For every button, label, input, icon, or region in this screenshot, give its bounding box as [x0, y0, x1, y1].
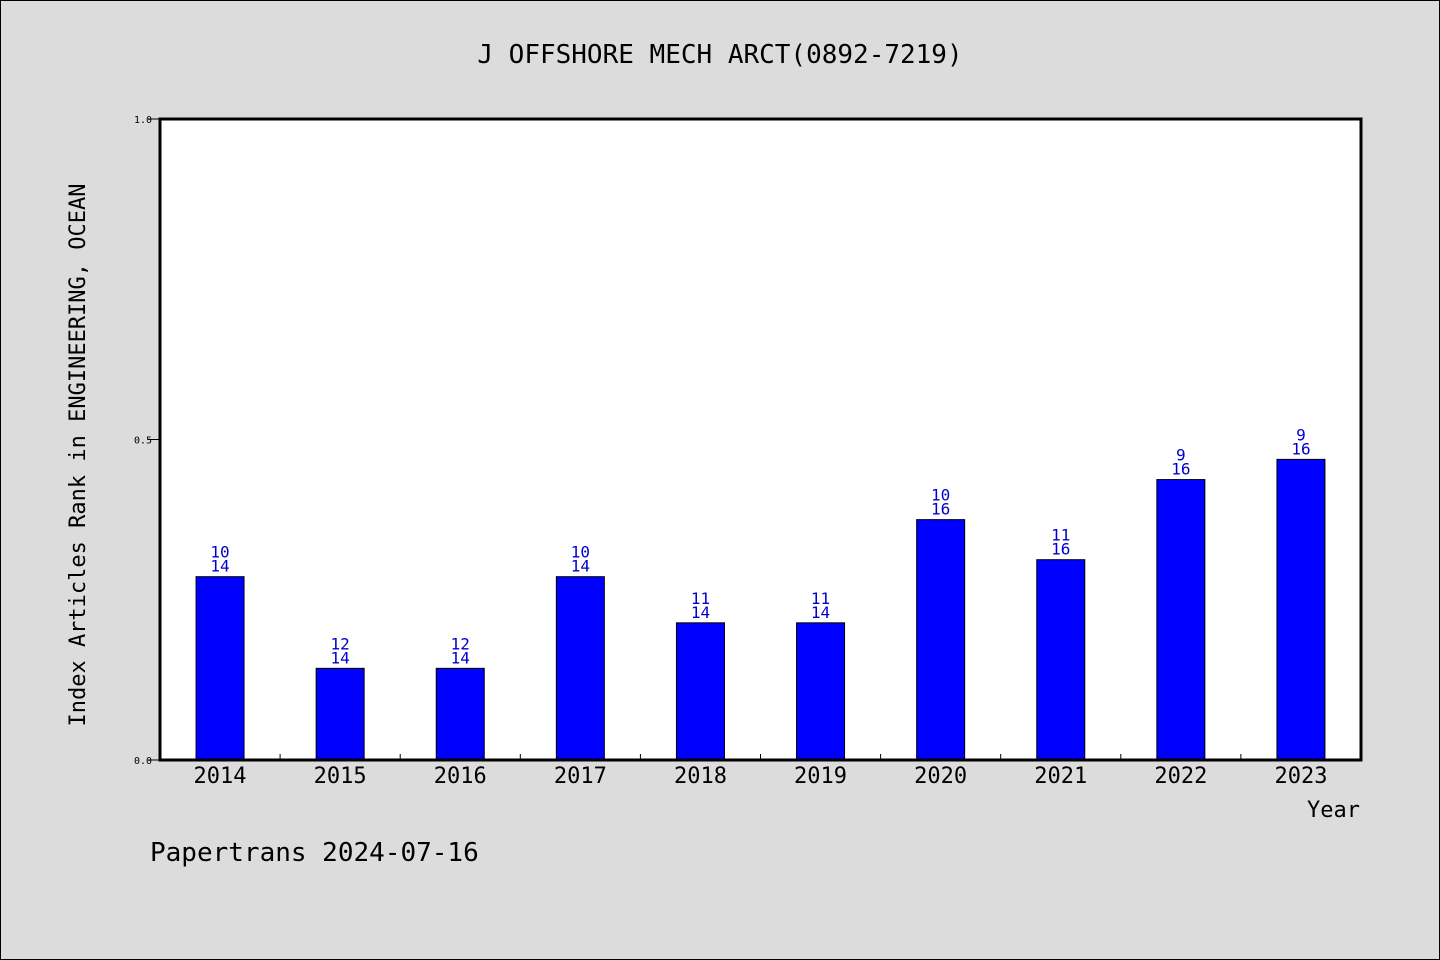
x-tick-label: 2014 [194, 764, 247, 789]
bar-rank-label: 11 [1051, 526, 1070, 545]
bar-2022 [1156, 479, 1206, 761]
bar-rank-label: 12 [451, 634, 470, 653]
y-axis-ticks: 0.0 0.5 1.0 [134, 115, 160, 767]
bar-rank-label: 11 [691, 589, 710, 608]
x-tick-label: 2016 [434, 764, 487, 789]
bar-total-label: 14 [811, 603, 830, 622]
bar-total-label: 14 [331, 648, 350, 667]
chart-title: J OFFSHORE MECH ARCT(0892-7219) [477, 40, 962, 70]
bar-rank-label: 9 [1296, 425, 1306, 444]
x-axis-title: Year [1307, 798, 1360, 823]
x-tick-label: 2023 [1274, 764, 1327, 789]
bar-rank-label: 12 [331, 634, 350, 653]
y-tick-label: 0.0 [134, 756, 152, 767]
bar-total-label: 14 [691, 603, 710, 622]
x-tick-label: 2017 [554, 764, 607, 789]
x-tick-label: 2020 [914, 764, 967, 789]
x-tick-label: 2015 [314, 764, 367, 789]
bar-rank-label: 10 [210, 543, 229, 562]
bar-total-label: 16 [1291, 439, 1310, 458]
bar-total-label: 16 [931, 500, 950, 519]
bar-2019 [796, 622, 846, 761]
y-axis-title: Index Articles Rank in ENGINEERING, OCEA… [66, 183, 91, 726]
y-tick-label: 0.5 [134, 436, 152, 447]
bar-rank-label: 10 [571, 543, 590, 562]
bar-total-label: 16 [1171, 460, 1190, 479]
bar-2023 [1276, 458, 1326, 761]
bar-2015 [315, 667, 365, 761]
bar-rank-label: 9 [1176, 446, 1186, 465]
x-tick-label: 2022 [1154, 764, 1207, 789]
x-tick-label: 2019 [794, 764, 847, 789]
bar-2018 [675, 622, 725, 761]
bar-2021 [1036, 559, 1086, 761]
bar-2020 [916, 519, 966, 761]
bar-rank-label: 11 [811, 589, 830, 608]
bars-group [195, 458, 1326, 761]
bar-2016 [435, 667, 485, 761]
bar-total-label: 16 [1051, 540, 1070, 559]
y-tick-label: 1.0 [134, 115, 152, 126]
bar-2017 [555, 576, 605, 761]
bar-rank-label: 10 [931, 486, 950, 505]
bar-total-label: 14 [571, 557, 590, 576]
bar-2014 [195, 576, 245, 761]
x-tick-label: 2018 [674, 764, 727, 789]
x-tick-label: 2021 [1034, 764, 1087, 789]
footer-text: Papertrans 2024-07-16 [150, 838, 479, 868]
bar-total-label: 14 [210, 557, 229, 576]
bar-total-label: 14 [451, 648, 470, 667]
x-axis-ticks: 2014 2015 2016 2017 2018 2019 2020 2021 2022 2023 [194, 754, 1327, 789]
